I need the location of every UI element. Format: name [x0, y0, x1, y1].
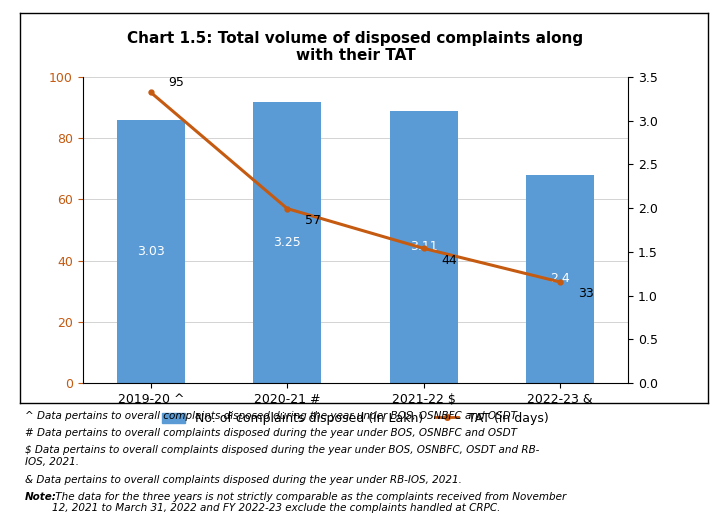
- Text: 2.4: 2.4: [550, 272, 570, 285]
- Text: The data for the three years is not strictly comparable as the complaints receiv: The data for the three years is not stri…: [52, 492, 567, 513]
- Bar: [253, 102, 321, 383]
- Text: 3.11: 3.11: [410, 241, 437, 253]
- Text: $ Data pertains to overall complaints disposed during the year under BOS, OSNBFC: $ Data pertains to overall complaints di…: [25, 445, 539, 467]
- Text: & Data pertains to overall complaints disposed during the year under RB-IOS, 202: & Data pertains to overall complaints di…: [25, 475, 462, 485]
- Legend: No. of complaints disposed (in Lakh), TAT (in days): No. of complaints disposed (in Lakh), TA…: [157, 407, 554, 430]
- Line: TAT (in days): TAT (in days): [149, 90, 562, 284]
- Text: 44: 44: [442, 253, 457, 267]
- Title: Chart 1.5: Total volume of disposed complaints along
with their TAT: Chart 1.5: Total volume of disposed comp…: [127, 31, 584, 63]
- Text: 3.25: 3.25: [274, 236, 301, 249]
- Bar: [116, 120, 185, 383]
- Bar: [526, 175, 594, 383]
- Text: 57: 57: [305, 214, 321, 227]
- Text: 3.03: 3.03: [137, 245, 164, 258]
- Text: ^ Data pertains to overall complaints disposed during the year under BOS, OSNBFC: ^ Data pertains to overall complaints di…: [25, 411, 517, 421]
- Text: 33: 33: [578, 287, 594, 300]
- Text: Note:: Note:: [25, 492, 57, 502]
- TAT (in days): [419, 245, 428, 251]
- TAT (in days): [283, 206, 292, 212]
- Bar: [389, 111, 457, 383]
- Text: # Data pertains to overall complaints disposed during the year under BOS, OSNBFC: # Data pertains to overall complaints di…: [25, 428, 517, 438]
- TAT (in days): [556, 279, 564, 285]
- TAT (in days): [146, 89, 155, 96]
- Text: 95: 95: [169, 76, 185, 89]
